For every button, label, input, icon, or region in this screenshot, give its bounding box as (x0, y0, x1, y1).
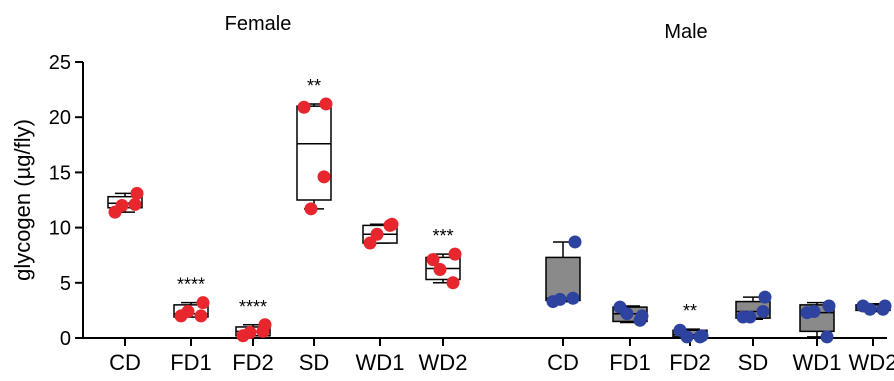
y-tick-label: 20 (49, 107, 71, 129)
significance-label: **** (177, 275, 205, 295)
y-tick-label: 25 (49, 52, 71, 74)
significance-label: ** (683, 301, 697, 321)
x-tick-label: WD1 (356, 350, 405, 375)
data-point (243, 325, 257, 339)
data-point (695, 329, 709, 343)
y-tick-label: 5 (60, 273, 71, 295)
x-tick-label: WD2 (419, 350, 468, 375)
data-point (370, 227, 384, 241)
group-label: Female (225, 13, 292, 35)
y-tick-label: 10 (49, 218, 71, 240)
data-point (807, 305, 821, 319)
data-point (194, 309, 208, 323)
data-point (196, 296, 210, 310)
data-point (743, 310, 757, 324)
significance-label: **** (239, 297, 267, 317)
y-axis-label: glycogen (µg/fly) (10, 119, 35, 281)
data-point (878, 299, 892, 313)
data-point (620, 307, 634, 321)
data-point (128, 197, 142, 211)
data-point (385, 217, 399, 231)
x-tick-label: CD (109, 350, 141, 375)
data-point (820, 330, 834, 344)
data-point (433, 263, 447, 277)
data-point (756, 305, 770, 319)
x-tick-label: FD2 (669, 350, 711, 375)
x-tick-label: CD (547, 350, 579, 375)
x-tick-label: SD (299, 350, 330, 375)
x-tick-label: WD2 (849, 350, 894, 375)
data-point (317, 170, 331, 184)
x-tick-label: FD2 (232, 350, 274, 375)
data-point (115, 199, 129, 213)
data-point (426, 253, 440, 267)
y-tick-label: 15 (49, 162, 71, 184)
significance-label: *** (432, 226, 453, 246)
group-label: Male (664, 21, 707, 43)
x-tick-label: WD1 (793, 350, 842, 375)
significance-label: ** (307, 76, 321, 96)
data-point (181, 305, 195, 319)
box (296, 105, 332, 201)
data-point (635, 309, 649, 323)
data-point (566, 291, 580, 305)
x-tick-label: FD1 (170, 350, 212, 375)
data-point (822, 299, 836, 313)
data-point (130, 186, 144, 200)
data-point (304, 202, 318, 216)
data-point (758, 290, 772, 304)
data-point (553, 292, 567, 306)
data-point (363, 236, 377, 250)
x-tick-label: FD1 (609, 350, 651, 375)
data-point (319, 97, 333, 111)
y-tick-label: 0 (60, 328, 71, 350)
data-point (568, 235, 582, 249)
data-point (448, 247, 462, 261)
data-point (680, 330, 694, 344)
data-point (863, 302, 877, 316)
data-point (446, 276, 460, 290)
x-tick-label: SD (738, 350, 769, 375)
data-point (297, 100, 311, 114)
data-point (258, 318, 272, 332)
